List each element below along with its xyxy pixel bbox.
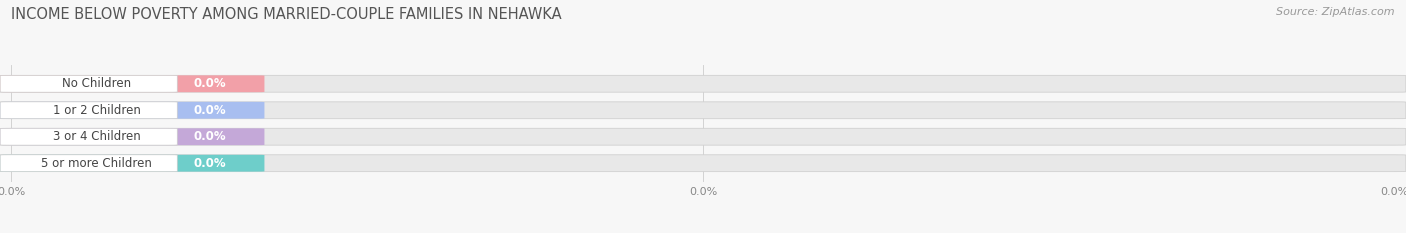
Text: 0.0%: 0.0%: [194, 77, 226, 90]
FancyBboxPatch shape: [0, 128, 264, 145]
FancyBboxPatch shape: [0, 155, 177, 172]
Text: 5 or more Children: 5 or more Children: [41, 157, 152, 170]
FancyBboxPatch shape: [0, 155, 264, 172]
Text: Source: ZipAtlas.com: Source: ZipAtlas.com: [1277, 7, 1395, 17]
FancyBboxPatch shape: [0, 102, 1406, 119]
FancyBboxPatch shape: [0, 75, 264, 92]
FancyBboxPatch shape: [0, 155, 1406, 172]
FancyBboxPatch shape: [0, 102, 177, 119]
Text: No Children: No Children: [62, 77, 131, 90]
FancyBboxPatch shape: [0, 75, 1406, 92]
Text: 1 or 2 Children: 1 or 2 Children: [52, 104, 141, 117]
Text: 0.0%: 0.0%: [194, 104, 226, 117]
FancyBboxPatch shape: [0, 128, 177, 145]
FancyBboxPatch shape: [0, 102, 264, 119]
Text: 0.0%: 0.0%: [194, 157, 226, 170]
Text: 0.0%: 0.0%: [194, 130, 226, 143]
Text: 3 or 4 Children: 3 or 4 Children: [52, 130, 141, 143]
FancyBboxPatch shape: [0, 128, 1406, 145]
Text: INCOME BELOW POVERTY AMONG MARRIED-COUPLE FAMILIES IN NEHAWKA: INCOME BELOW POVERTY AMONG MARRIED-COUPL…: [11, 7, 562, 22]
FancyBboxPatch shape: [0, 75, 177, 92]
